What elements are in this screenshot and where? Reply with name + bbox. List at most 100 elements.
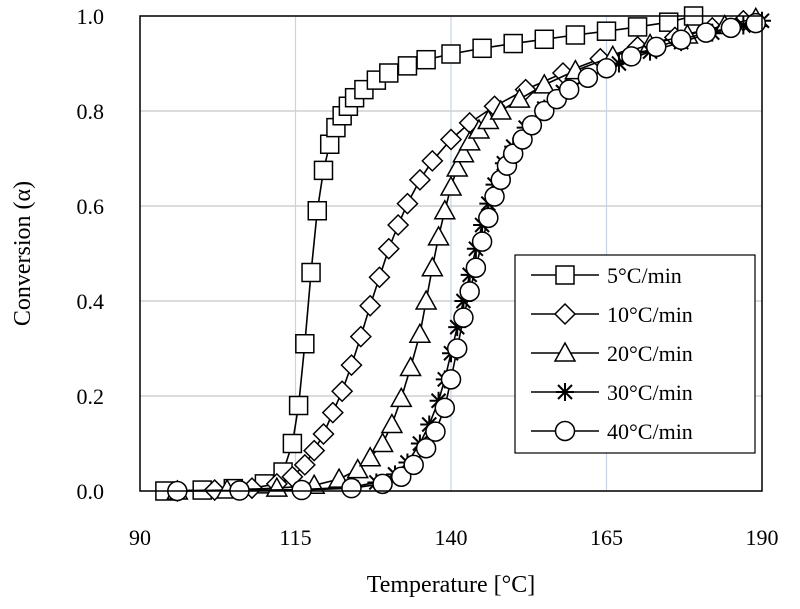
y-tick-label: 0.6 xyxy=(77,194,105,219)
y-tick-label: 0.2 xyxy=(77,384,105,409)
diamond-marker xyxy=(408,168,431,191)
diamond-marker xyxy=(421,149,444,172)
square-marker xyxy=(627,17,648,37)
circle-marker xyxy=(577,67,599,88)
square-marker xyxy=(534,29,555,50)
triangle-marker xyxy=(508,87,531,108)
diamond-marker xyxy=(387,213,410,237)
triangle-marker xyxy=(346,458,369,479)
legend-item: 30°C/min xyxy=(531,380,693,405)
square-marker xyxy=(307,201,328,221)
x-tick-label: 190 xyxy=(746,525,779,550)
diamond-marker xyxy=(368,266,391,289)
legend-item: 20°C/min xyxy=(531,341,693,366)
triangle-marker xyxy=(458,130,481,151)
square-marker xyxy=(416,49,436,70)
circle-marker xyxy=(440,369,462,390)
square-marker xyxy=(397,56,418,76)
triangle-marker xyxy=(389,386,413,408)
circle-marker xyxy=(415,438,437,459)
square-marker xyxy=(596,21,617,41)
circle-marker xyxy=(512,129,533,150)
triangle-marker xyxy=(427,225,450,246)
triangle-marker xyxy=(380,412,404,434)
triangle-marker xyxy=(489,99,513,120)
circle-marker xyxy=(291,479,312,501)
circle-marker xyxy=(478,207,499,229)
square-marker xyxy=(565,25,586,45)
circle-marker xyxy=(670,29,692,50)
triangle-marker xyxy=(371,431,394,453)
x-tick-label: 140 xyxy=(435,525,468,550)
legend-square-marker xyxy=(555,265,575,285)
square-marker xyxy=(503,33,523,54)
x-tick-label: 90 xyxy=(129,525,151,550)
circle-marker xyxy=(390,466,412,487)
x-axis-title: Temperature [°C] xyxy=(367,572,536,598)
circle-marker xyxy=(459,281,480,302)
triangle-marker xyxy=(414,289,438,310)
square-marker xyxy=(379,63,399,83)
legend: 5°C/min 10°C/min 20°C/min 30°C/min 40°C/min xyxy=(514,254,756,454)
legend-diamond-marker xyxy=(553,302,577,326)
diamond-marker xyxy=(340,354,363,377)
diamond-marker xyxy=(396,192,419,215)
series-circle xyxy=(167,12,767,502)
circle-marker xyxy=(425,421,446,442)
y-axis-title: Conversion (α) xyxy=(10,181,36,326)
circle-marker xyxy=(521,115,543,136)
circle-marker xyxy=(695,22,717,43)
triangle-marker xyxy=(533,73,556,94)
legend-star-marker xyxy=(556,383,574,401)
circle-marker xyxy=(372,473,393,495)
legend-label: 30°C/min xyxy=(607,380,693,405)
triangle-marker xyxy=(399,355,422,377)
circle-marker xyxy=(446,338,468,359)
triangle-marker xyxy=(408,322,432,343)
square-marker xyxy=(472,38,492,59)
x-tick-label: 165 xyxy=(590,525,623,550)
legend-item: 5°C/min xyxy=(531,263,682,288)
circle-marker xyxy=(621,46,642,67)
circle-marker xyxy=(341,477,362,499)
series-layer xyxy=(155,6,771,503)
circle-marker xyxy=(434,397,456,419)
diamond-marker xyxy=(293,453,316,476)
square-marker xyxy=(301,262,321,283)
square-marker xyxy=(288,395,309,416)
circle-marker xyxy=(534,100,555,122)
diamond-marker xyxy=(359,294,382,317)
circle-marker xyxy=(720,17,742,39)
diamond-marker xyxy=(377,237,400,260)
x-tick-labels: 90 115 140 165 190 xyxy=(129,525,779,550)
triangle-marker xyxy=(452,142,475,163)
square-marker xyxy=(313,160,334,181)
triangle-marker xyxy=(445,156,469,177)
y-tick-label: 1.0 xyxy=(77,4,105,29)
legend-label: 20°C/min xyxy=(607,341,693,366)
legend-label: 10°C/min xyxy=(607,302,693,327)
legend-label: 5°C/min xyxy=(607,263,682,288)
y-tick-label: 0.4 xyxy=(77,289,105,314)
triangle-marker xyxy=(358,446,382,467)
y-tick-label: 0.0 xyxy=(77,479,105,504)
square-marker xyxy=(282,433,303,454)
triangle-marker xyxy=(439,175,463,196)
diamond-marker xyxy=(439,128,463,151)
circle-marker xyxy=(471,231,493,252)
x-tick-label: 115 xyxy=(279,525,311,550)
square-marker xyxy=(295,334,315,354)
legend-circle-marker xyxy=(554,420,576,442)
square-marker xyxy=(658,12,679,32)
legend-item: 40°C/min xyxy=(531,419,693,444)
y-tick-labels: 0.0 0.2 0.4 0.6 0.8 1.0 xyxy=(77,4,105,504)
triangle-marker xyxy=(433,199,457,220)
diamond-marker xyxy=(312,422,335,446)
diamond-marker xyxy=(349,325,372,348)
legend-item: 10°C/min xyxy=(531,302,693,327)
circle-marker xyxy=(403,454,424,476)
circle-marker xyxy=(646,36,667,58)
circle-marker xyxy=(453,307,474,328)
circle-marker xyxy=(745,12,767,34)
